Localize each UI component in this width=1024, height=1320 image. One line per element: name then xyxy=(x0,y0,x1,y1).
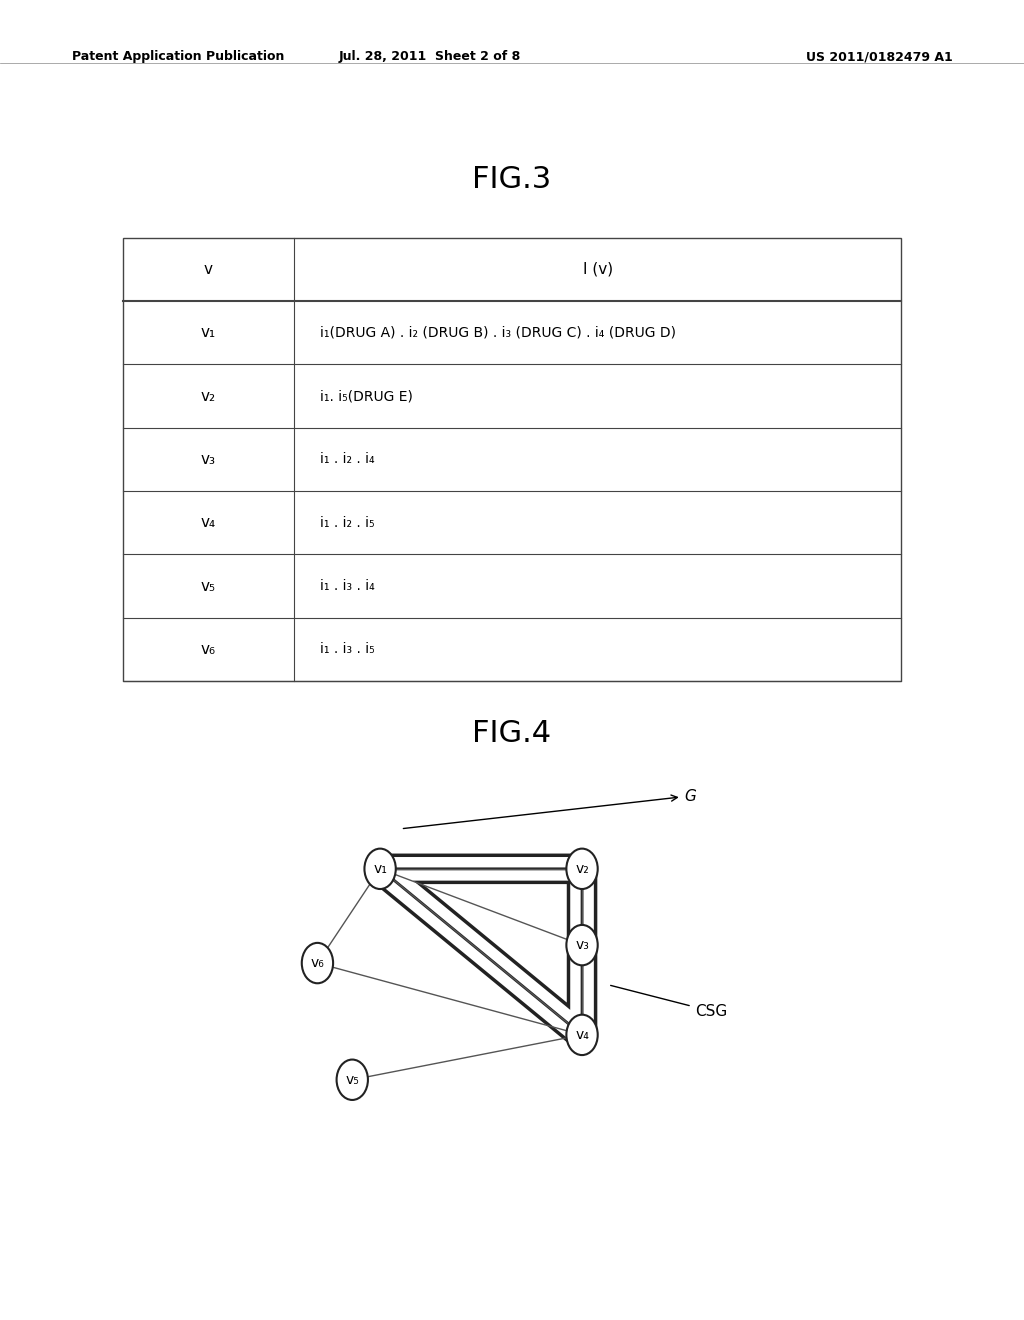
Circle shape xyxy=(302,942,333,983)
Text: i₁(DRUG A) . i₂ (DRUG B) . i₃ (DRUG C) . i₄ (DRUG D): i₁(DRUG A) . i₂ (DRUG B) . i₃ (DRUG C) .… xyxy=(319,326,676,339)
Text: i₁ . i₃ . i₅: i₁ . i₃ . i₅ xyxy=(319,643,375,656)
Bar xyxy=(123,238,901,681)
Text: v₅: v₅ xyxy=(201,578,216,594)
Circle shape xyxy=(566,849,598,890)
Text: v₁: v₁ xyxy=(373,862,387,876)
Text: FIG.3: FIG.3 xyxy=(472,165,552,194)
Text: i₁ . i₂ . i₅: i₁ . i₂ . i₅ xyxy=(319,516,374,529)
Text: CSG: CSG xyxy=(610,986,727,1019)
Text: v₁: v₁ xyxy=(201,325,216,341)
Text: i₁. i₅(DRUG E): i₁. i₅(DRUG E) xyxy=(319,389,413,403)
Circle shape xyxy=(566,925,598,965)
Text: FIG.4: FIG.4 xyxy=(472,719,552,748)
Text: v₆: v₆ xyxy=(201,642,216,657)
Circle shape xyxy=(337,1060,368,1100)
Text: v₅: v₅ xyxy=(345,1073,359,1086)
Text: v₃: v₃ xyxy=(575,939,589,952)
Text: v₆: v₆ xyxy=(310,956,325,970)
Text: Jul. 28, 2011  Sheet 2 of 8: Jul. 28, 2011 Sheet 2 of 8 xyxy=(339,50,521,63)
Text: v₃: v₃ xyxy=(201,451,216,467)
Text: v₄: v₄ xyxy=(201,515,216,531)
Text: v₄: v₄ xyxy=(575,1028,589,1041)
Text: i₁ . i₂ . i₄: i₁ . i₂ . i₄ xyxy=(319,453,375,466)
Text: US 2011/0182479 A1: US 2011/0182479 A1 xyxy=(806,50,952,63)
Text: I (v): I (v) xyxy=(583,261,612,277)
Text: v: v xyxy=(204,261,213,277)
Text: $G$: $G$ xyxy=(403,788,697,829)
Text: v₂: v₂ xyxy=(201,388,216,404)
Text: Patent Application Publication: Patent Application Publication xyxy=(72,50,284,63)
Circle shape xyxy=(365,849,395,890)
Text: i₁ . i₃ . i₄: i₁ . i₃ . i₄ xyxy=(319,579,375,593)
Circle shape xyxy=(566,1015,598,1055)
Text: v₂: v₂ xyxy=(575,862,589,876)
